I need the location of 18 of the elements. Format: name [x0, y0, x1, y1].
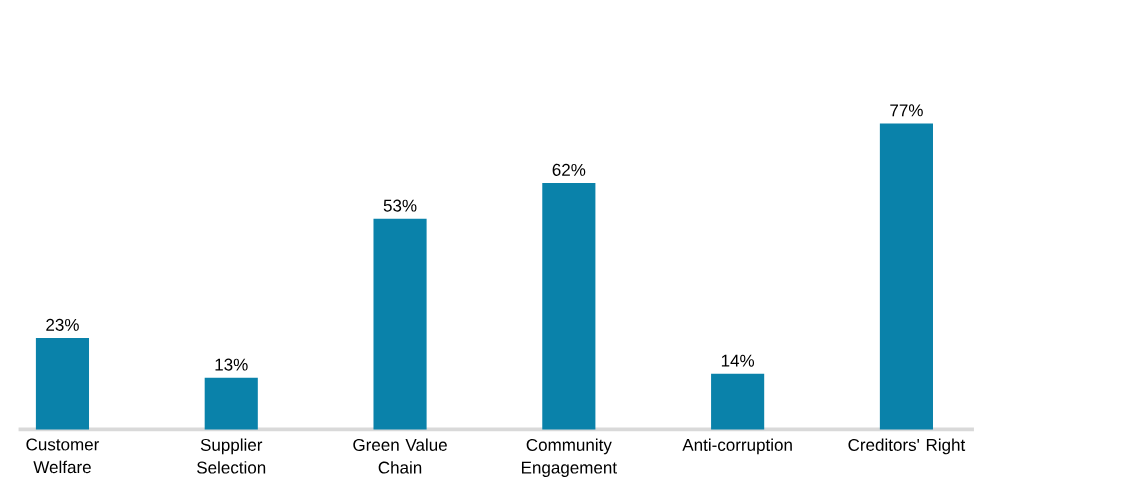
x-tick-label: Green Value Chain — [353, 438, 447, 474]
data-label: 77% — [890, 104, 923, 117]
bar — [204, 377, 258, 430]
bar — [35, 337, 90, 430]
x-tick-label: Creditors' Right — [848, 438, 966, 455]
x-tick-label: Community Engagement — [521, 438, 617, 477]
bar — [711, 373, 765, 430]
data-label: 23% — [46, 318, 79, 331]
data-label: 14% — [721, 354, 755, 367]
data-label: 53% — [383, 199, 417, 212]
data-label: 13% — [215, 358, 248, 371]
x-tick-label: Customer Welfare — [26, 438, 100, 474]
x-tick-label: Supplier Selection — [197, 438, 266, 474]
data-label: 62% — [552, 163, 586, 176]
x-tick-label: Anti-corruption — [682, 438, 792, 455]
bar — [373, 218, 427, 430]
bar — [542, 182, 596, 430]
bar — [879, 123, 933, 430]
